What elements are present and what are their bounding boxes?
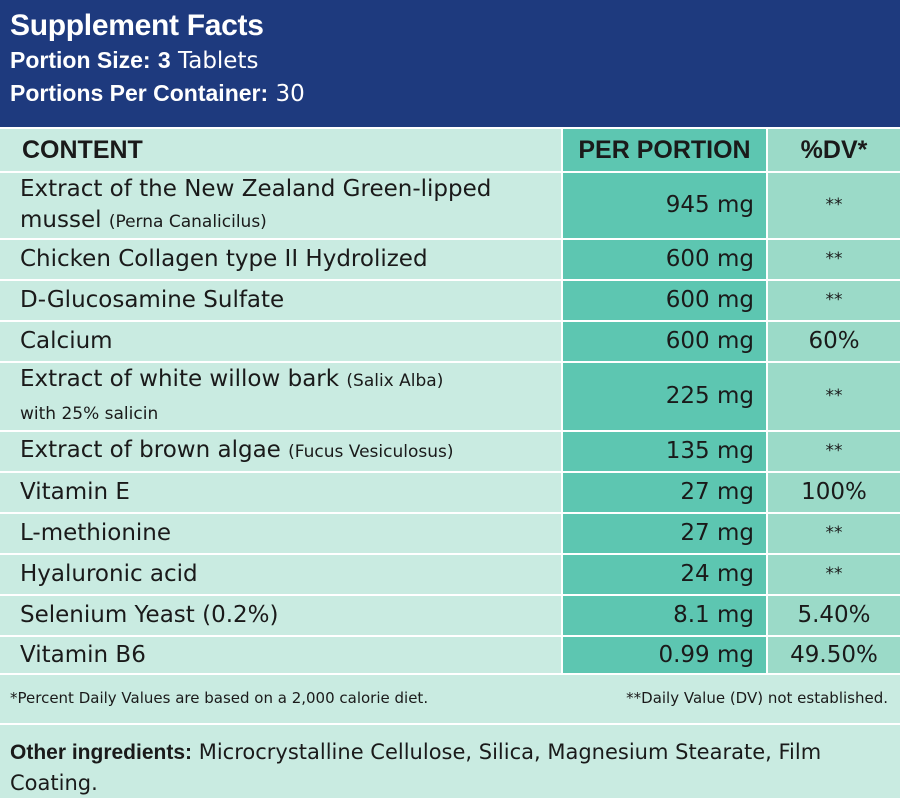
- amount-cell: 225 mg: [561, 362, 768, 432]
- ingredient-cell: Selenium Yeast (0.2%): [0, 595, 562, 637]
- page-title: Supplement Facts: [10, 9, 264, 42]
- dv-cell: **: [767, 513, 900, 555]
- table-row: L-methionine 27 mg **: [0, 513, 900, 555]
- portion-size-number: 3: [157, 47, 171, 73]
- amount-cell: 0.99 mg: [561, 636, 768, 675]
- dv-cell: 5.40%: [767, 595, 900, 637]
- table-row: Extract of brown algae (Fucus Vesiculosu…: [0, 431, 900, 473]
- dv-cell: **: [767, 172, 900, 240]
- dv-cell: 49.50%: [767, 636, 900, 675]
- table-row: Selenium Yeast (0.2%) 8.1 mg 5.40%: [0, 595, 900, 637]
- ingredient-name: L-methionine: [20, 520, 172, 546]
- facts-table: CONTENT PER PORTION %DV* Extract of the …: [0, 127, 900, 675]
- dv-cell: 100%: [767, 472, 900, 514]
- ingredient-name: Extract of brown algae: [20, 437, 281, 463]
- table-row: D-Glucosamine Sulfate 600 mg **: [0, 280, 900, 322]
- supplement-facts-header: Supplement Facts Portion Size: 3 Tablets…: [0, 0, 900, 127]
- footnote-dv-not-established: **Daily Value (DV) not established.: [626, 689, 888, 707]
- ingredient-name: Vitamin B6: [20, 641, 146, 668]
- portions-per-container-label: Portions Per Container:: [10, 80, 269, 106]
- table-row: Chicken Collagen type II Hydrolized 600 …: [0, 239, 900, 281]
- portion-size-label: Portion Size:: [10, 47, 151, 73]
- amount-cell: 600 mg: [561, 321, 768, 363]
- column-header-dv: %DV*: [767, 127, 900, 173]
- ingredient-cell: Extract of the New Zealand Green-lipped …: [0, 172, 562, 240]
- ingredient-latin-name: (Fucus Vesiculosus): [288, 442, 454, 462]
- portion-size-line: Portion Size: 3 Tablets: [10, 44, 890, 77]
- amount-cell: 600 mg: [561, 239, 768, 281]
- ingredient-name: Selenium Yeast (0.2%): [20, 602, 279, 628]
- other-ingredients-text: Microcrystalline Cellulose, Silica, Magn…: [10, 740, 822, 795]
- table-row: Extract of white willow bark (Salix Alba…: [0, 362, 900, 432]
- ingredient-cell: D-Glucosamine Sulfate: [0, 280, 562, 322]
- dv-cell: **: [767, 431, 900, 473]
- ingredient-cell: Vitamin E: [0, 472, 562, 514]
- dv-cell: **: [767, 362, 900, 432]
- dv-cell: **: [767, 280, 900, 322]
- portions-per-container-value: 30: [275, 81, 305, 107]
- table-header-row: CONTENT PER PORTION %DV*: [0, 127, 900, 173]
- dv-cell: **: [767, 239, 900, 281]
- ingredient-name: Extract of white willow bark: [20, 365, 340, 392]
- column-header-content: CONTENT: [0, 127, 562, 173]
- other-ingredients: Other ingredients: Microcrystalline Cell…: [0, 725, 900, 798]
- ingredient-cell: Hyaluronic acid: [0, 554, 562, 596]
- ingredient-cell: Extract of white willow bark (Salix Alba…: [0, 362, 562, 432]
- ingredient-cell: Extract of brown algae (Fucus Vesiculosu…: [0, 431, 562, 473]
- portion-size-unit: Tablets: [177, 48, 259, 74]
- table-row: Extract of the New Zealand Green-lipped …: [0, 172, 900, 240]
- ingredient-note: with 25% salicin: [20, 403, 159, 424]
- other-ingredients-label: Other ingredients:: [10, 741, 193, 764]
- ingredient-name: Chicken Collagen type II Hydrolized: [20, 246, 428, 272]
- ingredient-name: Extract of the New Zealand Green-lipped …: [20, 175, 492, 233]
- amount-cell: 135 mg: [561, 431, 768, 473]
- table-row: Vitamin E 27 mg 100%: [0, 472, 900, 514]
- ingredient-latin-name: (Salix Alba): [346, 370, 444, 391]
- portions-per-container-line: Portions Per Container: 30: [10, 77, 890, 110]
- column-header-per-portion: PER PORTION: [561, 127, 768, 173]
- ingredient-cell: L-methionine: [0, 513, 562, 555]
- table-row: Vitamin B6 0.99 mg 49.50%: [0, 636, 900, 675]
- ingredient-name: Hyaluronic acid: [20, 561, 198, 587]
- amount-cell: 8.1 mg: [561, 595, 768, 637]
- ingredient-name: D-Glucosamine Sulfate: [20, 287, 285, 313]
- ingredient-name: Vitamin E: [20, 479, 130, 505]
- ingredient-cell: Calcium: [0, 321, 562, 363]
- table-row: Hyaluronic acid 24 mg **: [0, 554, 900, 596]
- ingredient-cell: Vitamin B6: [0, 636, 562, 675]
- amount-cell: 24 mg: [561, 554, 768, 596]
- ingredient-cell: Chicken Collagen type II Hydrolized: [0, 239, 562, 281]
- footnotes: *Percent Daily Values are based on a 2,0…: [0, 675, 900, 725]
- amount-cell: 945 mg: [561, 172, 768, 240]
- table-row: Calcium 600 mg 60%: [0, 321, 900, 363]
- footnote-percent-dv: *Percent Daily Values are based on a 2,0…: [10, 689, 429, 707]
- ingredient-latin-name: (Perna Canalicilus): [108, 211, 267, 232]
- amount-cell: 27 mg: [561, 472, 768, 514]
- dv-cell: 60%: [767, 321, 900, 363]
- ingredient-name: Calcium: [20, 328, 113, 354]
- dv-cell: **: [767, 554, 900, 596]
- amount-cell: 600 mg: [561, 280, 768, 322]
- amount-cell: 27 mg: [561, 513, 768, 555]
